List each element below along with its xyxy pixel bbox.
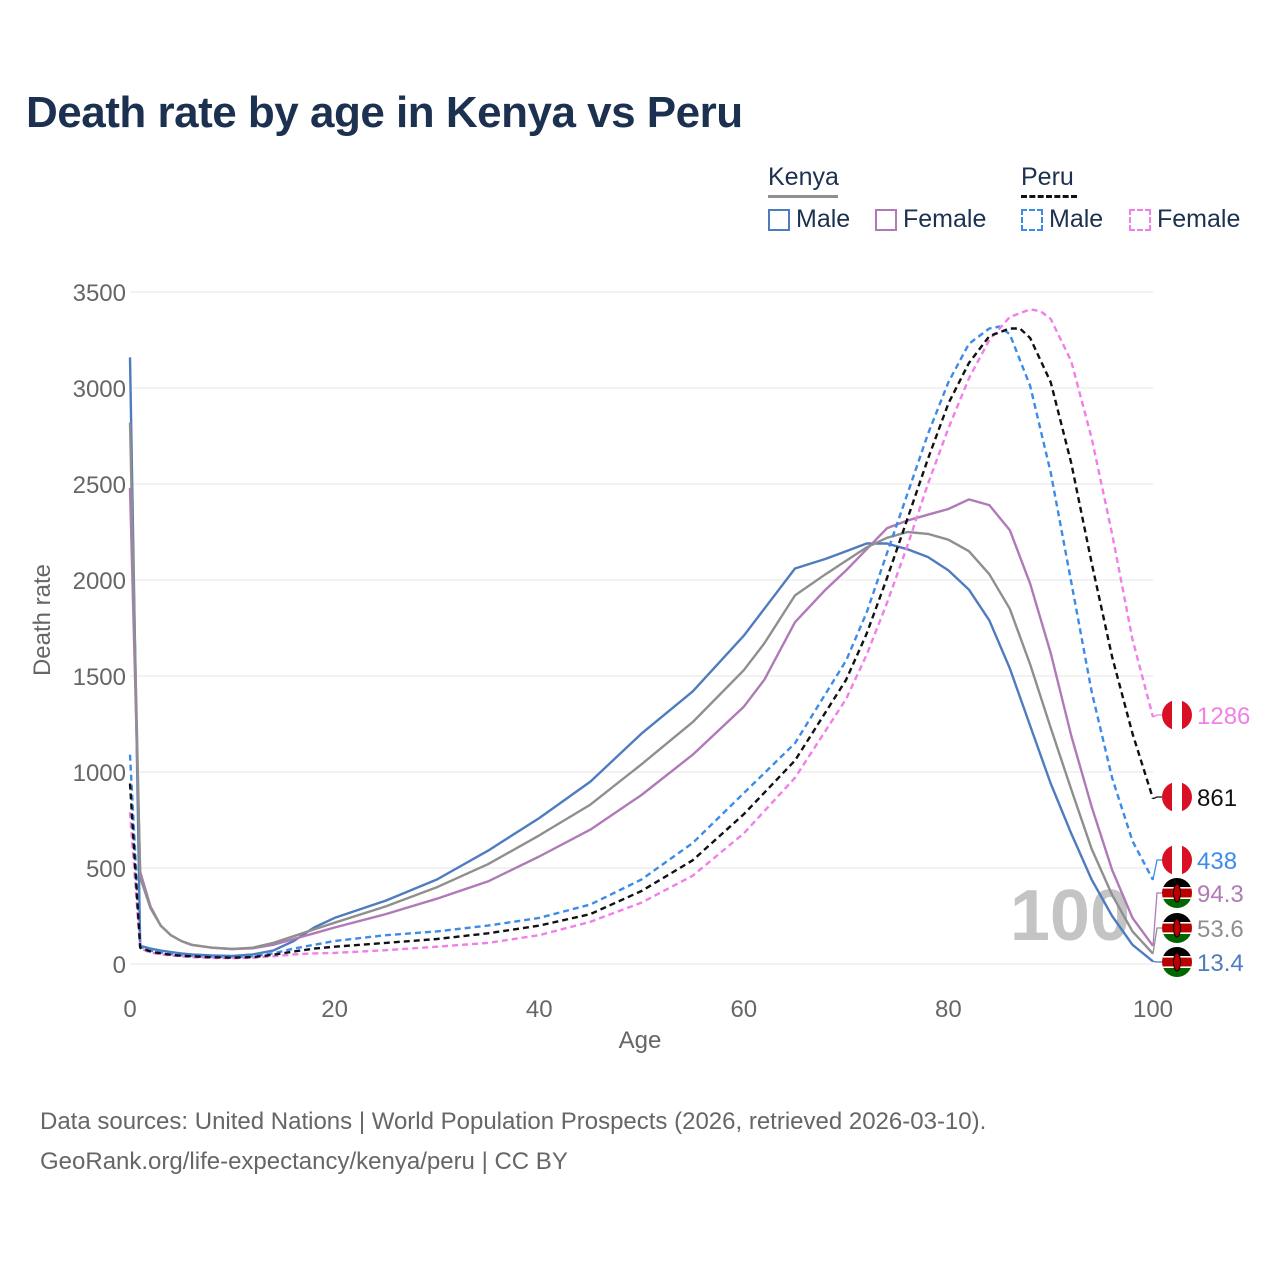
legend-label-peru-female: Female <box>1157 205 1241 233</box>
legend-swatch-kenya-female <box>875 208 897 231</box>
end-connector-peru-female <box>1152 714 1162 718</box>
y-tick-label: 1000 <box>73 760 126 787</box>
peru-flag-icon <box>1162 845 1192 875</box>
series-line-peru-male <box>128 325 1155 959</box>
x-tick-label: 60 <box>730 996 757 1023</box>
end-label-kenya-female: 94.3 <box>1197 881 1244 908</box>
legend-item-peru-male[interactable]: Male <box>1021 205 1103 234</box>
series-line-kenya-total <box>128 422 1154 955</box>
legend-item-peru-female[interactable]: Female <box>1129 205 1240 234</box>
x-tick-label: 20 <box>321 996 348 1023</box>
legend-swatch-peru-male <box>1021 208 1043 231</box>
chart-title: Death rate by age in Kenya vs Peru <box>26 88 743 137</box>
legend-label-kenya-male: Male <box>796 205 851 233</box>
x-tick-label: 40 <box>526 996 553 1023</box>
end-connector-peru-male <box>1152 859 1162 881</box>
kenya-flag-icon <box>1162 878 1192 908</box>
y-tick-label: 1500 <box>73 664 126 691</box>
y-tick-label: 2500 <box>73 472 126 499</box>
end-markers: 13.4 94.3 53.6 438 1286 861 <box>1152 700 1250 977</box>
legend-label-kenya-female: Female <box>903 205 987 233</box>
kenya-flag-icon <box>1162 947 1192 977</box>
x-tick-label: 0 <box>123 996 136 1023</box>
legend-country-kenya-label: Kenya <box>768 163 839 191</box>
y-axis-label: Death rate <box>29 564 56 676</box>
x-axis-label: Age <box>619 1027 662 1054</box>
source-line-1: Data sources: United Nations | World Pop… <box>40 1108 987 1135</box>
peru-flag-icon <box>1162 782 1192 812</box>
end-label-peru-female: 1286 <box>1197 703 1250 730</box>
end-label-kenya-male: 13.4 <box>1197 950 1244 977</box>
legend-swatch-kenya-male <box>768 208 790 231</box>
x-axis-ticks: 0 20 40 60 80 100 <box>123 996 1173 1023</box>
end-label-peru-male: 438 <box>1197 848 1237 875</box>
x-tick-label: 100 <box>1133 996 1173 1023</box>
legend-item-kenya-female[interactable]: Female <box>875 205 986 234</box>
end-connector-kenya-female <box>1152 892 1162 946</box>
legend-country-peru[interactable]: Peru <box>1021 163 1077 198</box>
end-label-kenya-total: 53.6 <box>1197 916 1244 943</box>
legend-label-peru-male: Male <box>1049 205 1104 233</box>
legend-kenya-line-sample <box>768 195 838 198</box>
y-tick-label: 500 <box>86 856 126 883</box>
series-line-kenya-male <box>128 357 1154 963</box>
series-lines <box>128 308 1155 963</box>
y-axis-ticks: 0 500 1000 1500 2000 2500 3000 3500 <box>73 280 126 979</box>
y-tick-label: 3500 <box>73 280 126 307</box>
grid <box>130 291 1153 965</box>
y-tick-label: 0 <box>113 952 126 979</box>
y-tick-label: 3000 <box>73 376 126 403</box>
end-connector-peru-total <box>1152 796 1162 800</box>
series-line-peru-total <box>128 327 1155 959</box>
series-line-peru-female <box>128 308 1155 960</box>
end-connector-kenya-total <box>1152 927 1162 954</box>
legend-swatch-peru-female <box>1129 208 1151 231</box>
y-tick-label: 2000 <box>73 568 126 595</box>
legend-item-kenya-male[interactable]: Male <box>768 205 850 234</box>
legend-peru-line-sample <box>1021 195 1077 198</box>
source-line-2: GeoRank.org/life-expectancy/kenya/peru |… <box>40 1148 568 1175</box>
legend-country-peru-label: Peru <box>1021 163 1074 191</box>
end-label-peru-total: 861 <box>1197 785 1237 812</box>
x-tick-label: 80 <box>935 996 962 1023</box>
kenya-flag-icon <box>1162 913 1192 943</box>
legend-country-kenya[interactable]: Kenya <box>768 163 839 198</box>
peru-flag-icon <box>1162 700 1192 730</box>
end-connector-kenya-male <box>1152 960 1162 963</box>
